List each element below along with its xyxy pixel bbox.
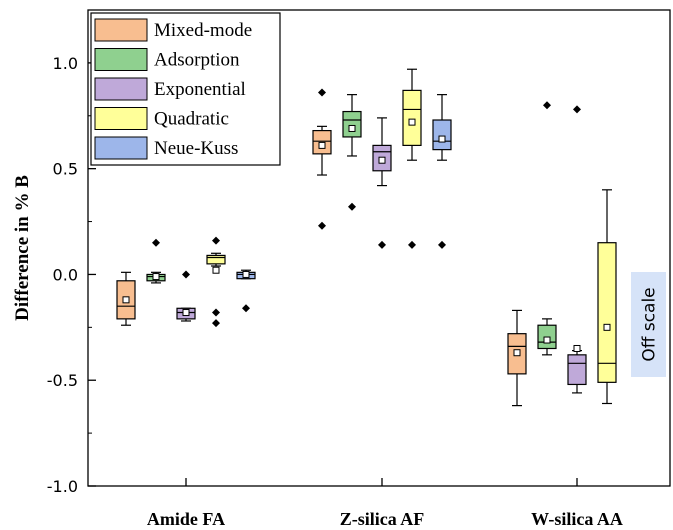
outlier-point <box>378 240 386 249</box>
mean-marker <box>242 270 250 278</box>
mean-marker <box>122 296 130 304</box>
box-quadratic <box>597 189 617 405</box>
y-axis-label: Difference in % B <box>12 175 33 321</box>
outlier-point <box>212 308 220 317</box>
legend-swatch <box>94 48 148 71</box>
mean-marker <box>543 336 551 344</box>
plot-frame <box>87 9 671 487</box>
outlier-point <box>152 238 160 247</box>
box-adsorption <box>342 94 362 211</box>
mean-marker <box>318 141 326 149</box>
mean-marker <box>212 266 220 274</box>
annotation-background <box>631 272 666 377</box>
mean-marker <box>152 273 160 281</box>
mean-marker <box>348 124 356 132</box>
mean-marker <box>378 156 386 164</box>
box-body <box>432 119 452 151</box>
y-tick-label: 0.0 <box>53 265 78 284</box>
box-exponential <box>372 117 392 249</box>
annotation-text: Off scale <box>640 287 660 361</box>
y-axis: 1.0 0.5 0.0 -0.5 -1.0 <box>47 54 96 496</box>
annotations: Off scale <box>631 272 666 377</box>
box-quadratic <box>206 236 226 328</box>
legend-item: Exponential <box>94 77 246 101</box>
off-scale-annotation: Off scale <box>631 272 666 377</box>
mean-marker <box>603 323 611 331</box>
legend-item: Quadratic <box>94 107 229 130</box>
y-tick-label: 0.5 <box>53 160 78 179</box>
y-tick-label: -0.5 <box>47 371 78 390</box>
mean-marker <box>408 118 416 126</box>
outlier-point <box>212 236 220 245</box>
y-tick-label: 1.0 <box>53 54 78 73</box>
box-exponential <box>567 105 587 394</box>
plot-area <box>87 9 671 487</box>
legend-label: Quadratic <box>154 109 229 130</box>
x-tick-label: W-silica AA <box>531 509 623 529</box>
outlier-point <box>212 319 220 328</box>
box-mixed-mode <box>116 271 136 326</box>
box-adsorption <box>537 101 557 356</box>
outlier-point <box>543 101 551 110</box>
outlier-point <box>348 202 356 211</box>
legend-item: Adsorption <box>94 48 240 71</box>
legend-swatch <box>94 77 148 101</box>
outlier-point <box>318 221 326 230</box>
box-body <box>597 242 617 383</box>
x-tick-label: Z-silica AF <box>340 509 425 529</box>
legend-item: Mixed-mode <box>94 18 252 42</box>
mean-marker <box>573 344 581 352</box>
legend-swatch <box>94 18 148 42</box>
box-neue-kuss <box>432 94 452 249</box>
box-adsorption <box>146 238 166 284</box>
outlier-point <box>182 270 190 279</box>
mean-marker <box>182 309 190 317</box>
outlier-point <box>438 240 446 249</box>
box-body <box>402 89 422 146</box>
box-exponential <box>176 270 196 322</box>
legend-label: Exponential <box>154 79 246 100</box>
outlier-point <box>318 88 326 97</box>
legend-label: Adsorption <box>154 50 240 71</box>
outlier-point <box>242 304 250 313</box>
legend-item: Neue-Kuss <box>94 136 238 160</box>
box-body <box>206 254 226 265</box>
mean-marker <box>438 135 446 143</box>
box-body <box>567 354 587 386</box>
box-body <box>342 110 362 138</box>
outlier-point <box>408 240 416 249</box>
box-plots <box>116 68 617 407</box>
box-quadratic <box>402 68 422 249</box>
legend-swatch <box>94 136 148 160</box>
outlier-point <box>573 105 581 114</box>
x-tick-label: Amide FA <box>147 509 225 529</box>
legend: Mixed-mode Adsorption Exponential Quadratic… <box>90 12 281 166</box>
y-tick-label: -1.0 <box>47 477 78 496</box>
box-mixed-mode <box>507 309 527 407</box>
box-mixed-mode <box>312 88 332 230</box>
box-neue-kuss <box>236 269 256 313</box>
legend-label: Neue-Kuss <box>154 138 238 159</box>
mean-marker <box>513 349 521 357</box>
legend-label: Mixed-mode <box>154 20 252 41</box>
x-axis: Amide FA Z-silica AF W-silica AA <box>147 478 623 529</box>
legend-swatch <box>94 107 148 130</box>
